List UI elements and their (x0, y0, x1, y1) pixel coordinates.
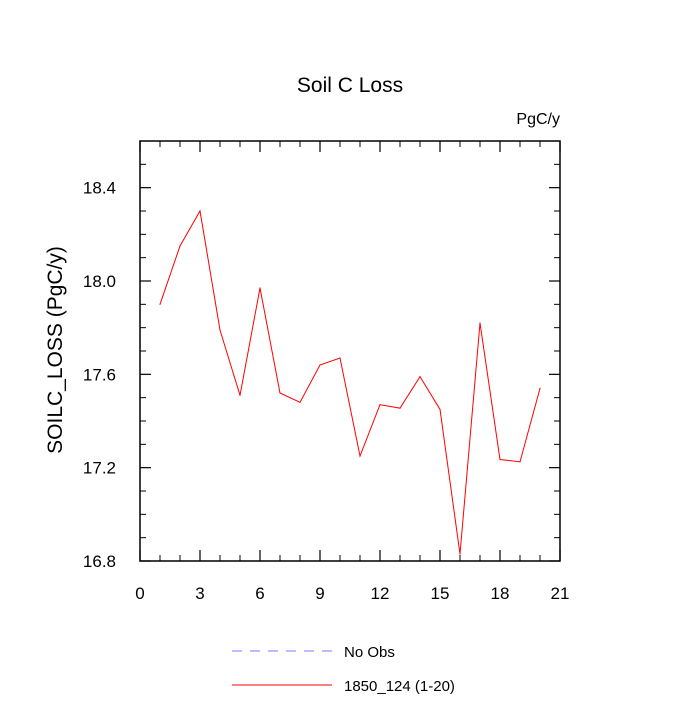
data-point (319, 364, 321, 366)
data-point (539, 387, 541, 389)
x-tick-label: 6 (255, 584, 264, 603)
x-tick-label: 15 (431, 584, 450, 603)
data-point (419, 376, 421, 378)
data-point (439, 408, 441, 410)
x-tick-label: 3 (195, 584, 204, 603)
data-point (359, 455, 361, 457)
data-point (339, 357, 341, 359)
data-point (219, 329, 221, 331)
x-tick-label: 9 (315, 584, 324, 603)
axis-ticks (139, 140, 561, 562)
x-tick-label: 21 (551, 584, 570, 603)
data-point (179, 245, 181, 247)
y-tick-label: 17.2 (83, 459, 116, 478)
data-point (479, 322, 481, 324)
y-tick-label: 17.6 (83, 365, 116, 384)
data-point (199, 210, 201, 212)
x-tick-label: 12 (371, 584, 390, 603)
data-point (519, 461, 521, 463)
series-line (159, 209, 541, 555)
data-point (379, 404, 381, 406)
y-tick-label: 18.0 (83, 272, 116, 291)
series-lines (159, 209, 541, 555)
plot-frame (139, 140, 561, 562)
x-tick-label: 18 (491, 584, 510, 603)
data-point (259, 287, 261, 289)
y-axis-label: SOILC_LOSS (PgC/y) (44, 246, 67, 454)
data-point (159, 303, 161, 305)
data-point (299, 401, 301, 403)
y-tick-label: 16.8 (83, 552, 116, 571)
legend: No Obs 1850_124 (1-20) (232, 644, 455, 695)
x-tick-label: 0 (135, 584, 144, 603)
data-point (279, 392, 281, 394)
data-point (459, 553, 461, 555)
axis-tick-labels: 0 3 6 9 12 15 18 21 16.8 17.2 17.6 18.0 18.4 (83, 179, 570, 603)
chart-title: Soil C Loss (297, 74, 403, 97)
legend-label: 1850_124 (1-20) (344, 678, 455, 695)
legend-label: No Obs (344, 644, 395, 661)
data-point (499, 458, 501, 461)
data-point (239, 394, 241, 396)
y-tick-label: 18.4 (83, 179, 116, 198)
units-label: PgC/y (516, 111, 560, 128)
data-point (399, 407, 401, 409)
